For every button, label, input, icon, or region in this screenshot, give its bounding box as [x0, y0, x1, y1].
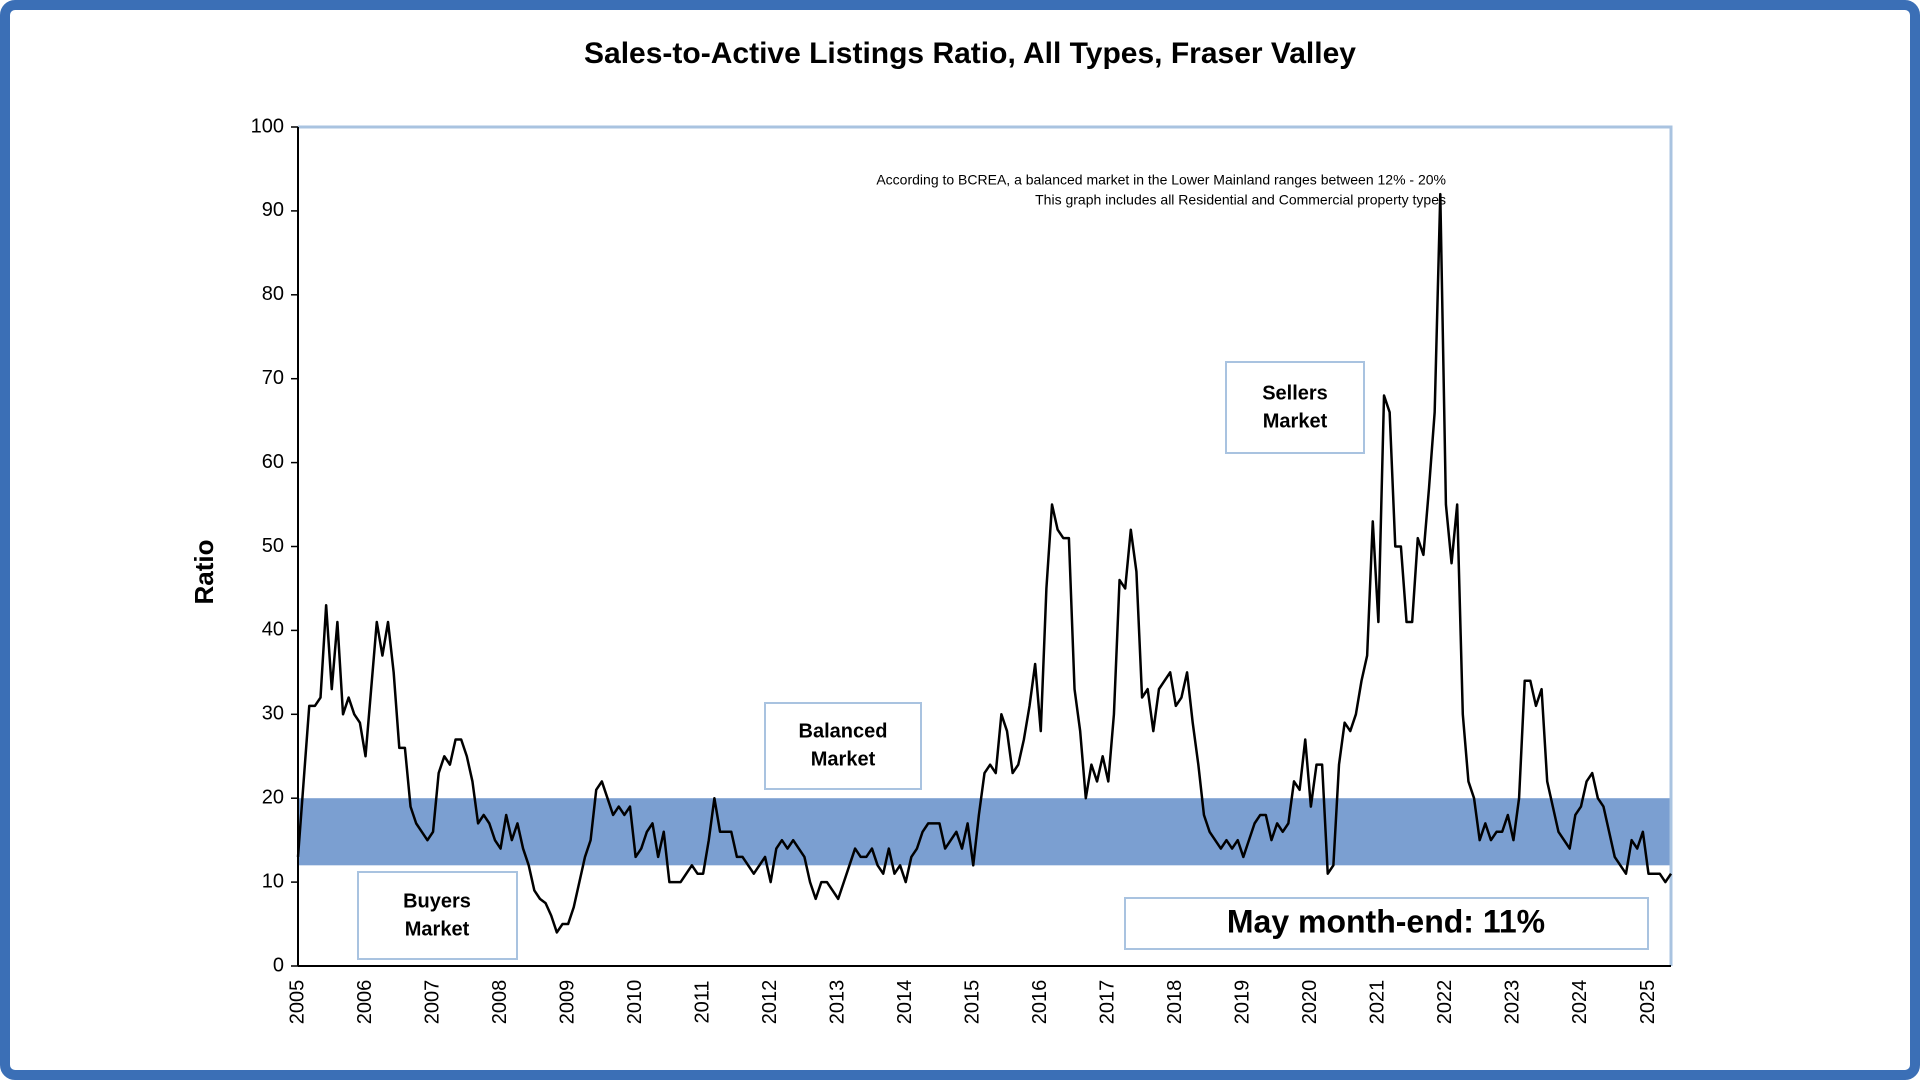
y-tick-label: 80 — [262, 283, 284, 305]
data-line — [296, 192, 1673, 934]
annotation-box — [1225, 361, 1365, 454]
y-tick-label: 40 — [262, 619, 284, 641]
x-tick-label: 2010 — [624, 980, 646, 1025]
annotation: Balanced — [799, 720, 888, 742]
note: This graph includes all Residential and … — [1035, 192, 1446, 208]
x-tick-label: 2017 — [1097, 980, 1119, 1025]
x-tick-label: 2012 — [759, 980, 781, 1025]
y-tick-label: 60 — [262, 451, 284, 473]
x-tick-label: 2025 — [1637, 980, 1659, 1025]
plot-border — [298, 125, 1673, 966]
x-tick-label: 2013 — [826, 980, 848, 1025]
x-tick-label: 2006 — [354, 980, 376, 1025]
y-tick-label: 50 — [262, 535, 284, 557]
annotation: May month-end: 11% — [1227, 903, 1545, 939]
x-tick-label: 2023 — [1502, 980, 1524, 1025]
x-tick-label: 2020 — [1299, 980, 1321, 1025]
x-tick-label: 2022 — [1434, 980, 1456, 1025]
annotation-box — [764, 702, 922, 790]
y-tick-label: 0 — [273, 954, 284, 976]
y-tick-label: 70 — [262, 367, 284, 389]
x-tick-label: 2007 — [421, 980, 443, 1025]
annotation-box — [1124, 897, 1649, 950]
x-tick-label: 2008 — [489, 980, 511, 1025]
annotation: Market — [811, 748, 876, 770]
x-tick-label: 2024 — [1569, 980, 1591, 1025]
y-axis-label: Ratio — [189, 540, 219, 605]
annotation: Sellers — [1262, 382, 1328, 404]
chart-title: Sales-to-Active Listings Ratio, All Type… — [584, 37, 1356, 70]
balanced-band — [298, 798, 1671, 866]
y-tick-label: 30 — [262, 703, 284, 725]
note: According to BCREA, a balanced market in… — [876, 172, 1446, 188]
x-tick-label: 2014 — [894, 980, 916, 1025]
y-tick-label: 100 — [251, 115, 284, 137]
x-tick-label: 2016 — [1029, 980, 1051, 1025]
annotation: Market — [1263, 410, 1328, 432]
x-tick-label: 2011 — [691, 980, 713, 1023]
x-tick-label: 2019 — [1232, 980, 1254, 1025]
x-tick-label: 2015 — [962, 980, 984, 1025]
y-tick-label: 10 — [262, 870, 284, 892]
x-tick-label: 2018 — [1164, 980, 1186, 1025]
x-tick-label: 2009 — [556, 980, 578, 1025]
annotation: Buyers — [403, 890, 471, 912]
annotation-box — [357, 871, 518, 960]
y-tick-label: 20 — [262, 786, 284, 808]
annotation: Market — [405, 918, 470, 940]
plot-area: 0 10 20 30 40 50 60 70 80 90 100 2005 2006 2007 2008 20… — [251, 115, 1673, 1025]
y-tick-label: 90 — [262, 199, 284, 221]
x-tick-label: 2021 — [1367, 980, 1389, 1025]
x-tick-label: 2005 — [286, 980, 308, 1025]
